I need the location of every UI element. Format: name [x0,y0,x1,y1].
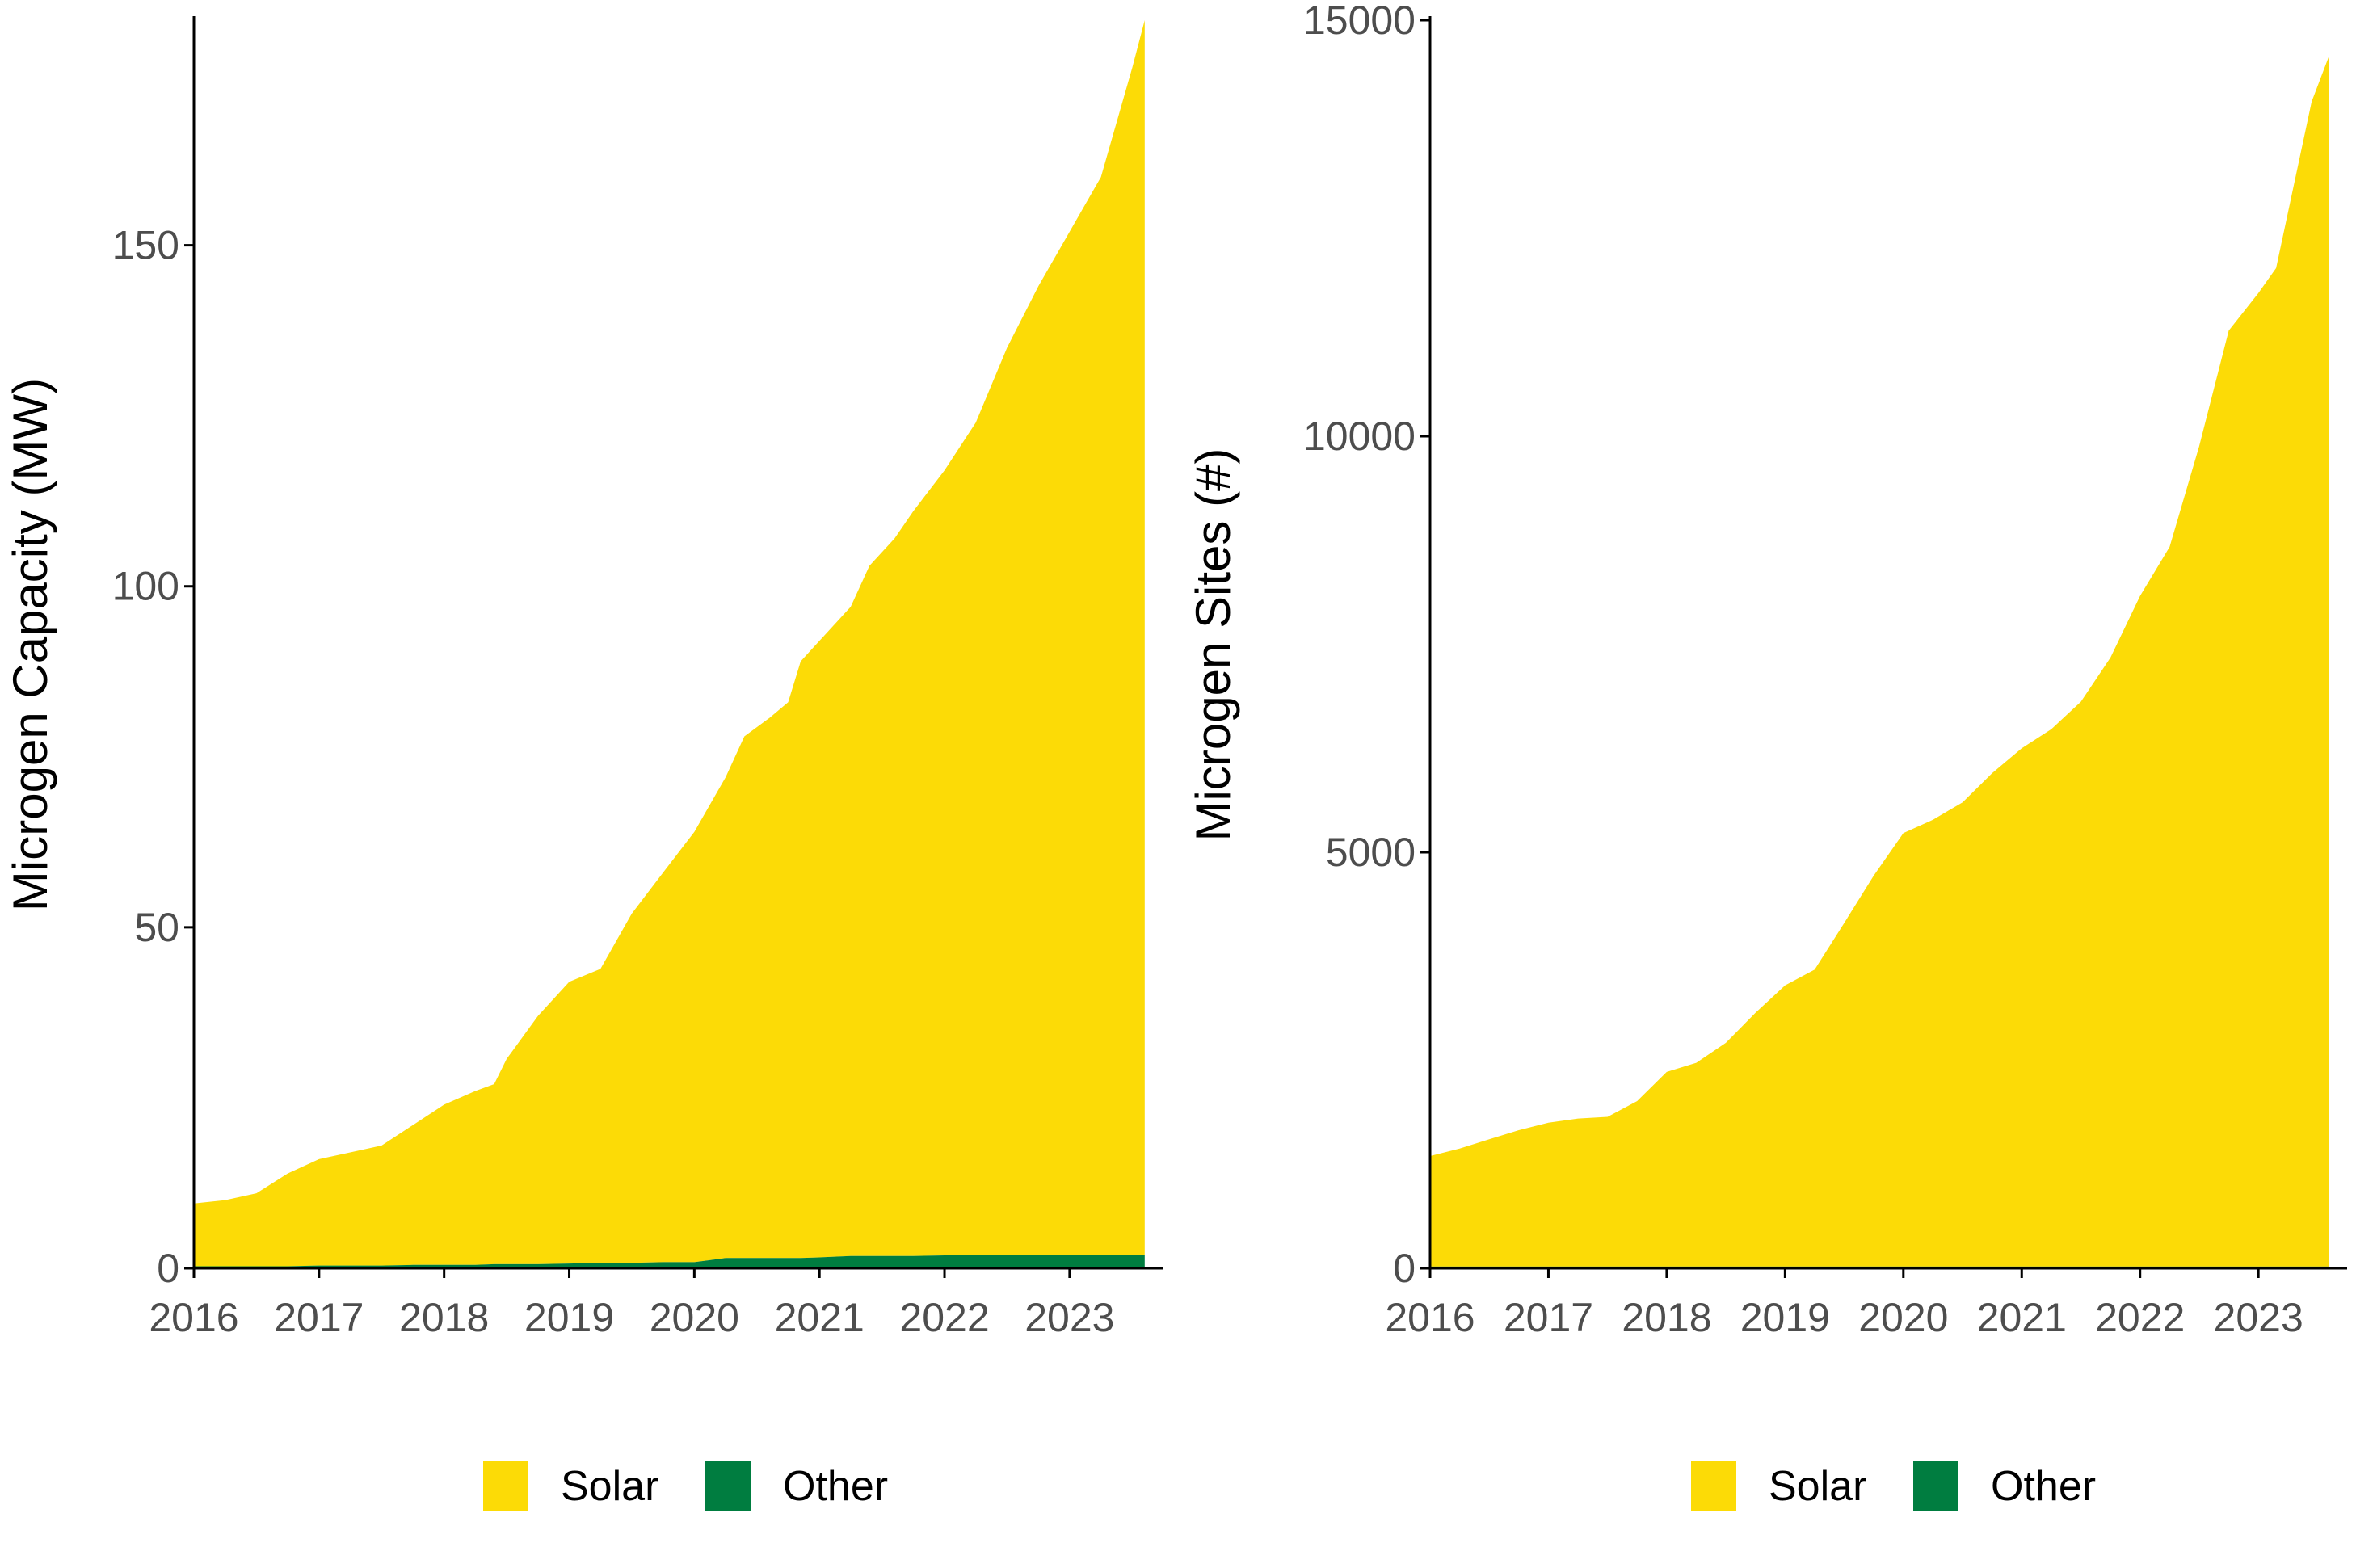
x-tick-label: 2019 [1740,1295,1830,1340]
y-tick-label: 0 [1393,1246,1416,1291]
other-area [194,1255,1145,1268]
solar-area [1430,55,2329,1267]
y-tick-label: 15000 [1303,0,1416,43]
y-tick-label: 100 [112,564,179,609]
y-tick-label: 50 [134,905,179,950]
legend: Solar Other [483,1461,888,1511]
x-tick-label: 2017 [1504,1295,1593,1340]
y-axis-title: Microgen Sites (#) [1186,448,1240,842]
x-tick-label: 2019 [524,1295,614,1340]
x-tick-label: 2022 [899,1295,989,1340]
y-axis-title: Microgen Capacity (MW) [3,378,57,911]
x-tick-label: 2020 [1858,1295,1948,1340]
legend-swatch-other [705,1461,751,1511]
legend-swatch-solar [483,1461,528,1511]
legend-swatch-other [1913,1461,1958,1511]
x-tick-label: 2023 [1024,1295,1114,1340]
x-tick-label: 2018 [1622,1295,1711,1340]
legend-label-solar: Solar [561,1463,658,1510]
solar-area [194,20,1145,1267]
x-tick-label: 2020 [650,1295,739,1340]
sites-chart-panel: 0 5000 10000 15000 2016 2017 2018 2019 2020 2021 2… [1186,0,2347,1511]
x-tick-label: 2016 [149,1295,238,1340]
x-tick-label: 2017 [274,1295,364,1340]
x-tick-label: 2021 [775,1295,865,1340]
y-tick-label: 5000 [1326,830,1416,875]
x-tick-label: 2022 [2095,1295,2185,1340]
legend-swatch-solar [1691,1461,1736,1511]
x-tick-label: 2021 [1977,1295,2067,1340]
x-tick-label: 2016 [1385,1295,1475,1340]
legend-label-other: Other [1991,1463,2096,1510]
capacity-chart-panel: 0 50 100 150 2016 2017 2018 2019 2020 2021 2022 202… [3,16,1163,1511]
legend-label-solar: Solar [1769,1463,1866,1510]
y-tick-label: 150 [112,223,179,268]
y-tick-label: 10000 [1303,414,1416,459]
y-tick-label: 0 [157,1246,179,1291]
x-tick-label: 2018 [399,1295,489,1340]
legend-label-other: Other [783,1463,888,1510]
x-tick-label: 2023 [2214,1295,2303,1340]
legend: Solar Other [1691,1461,2096,1511]
